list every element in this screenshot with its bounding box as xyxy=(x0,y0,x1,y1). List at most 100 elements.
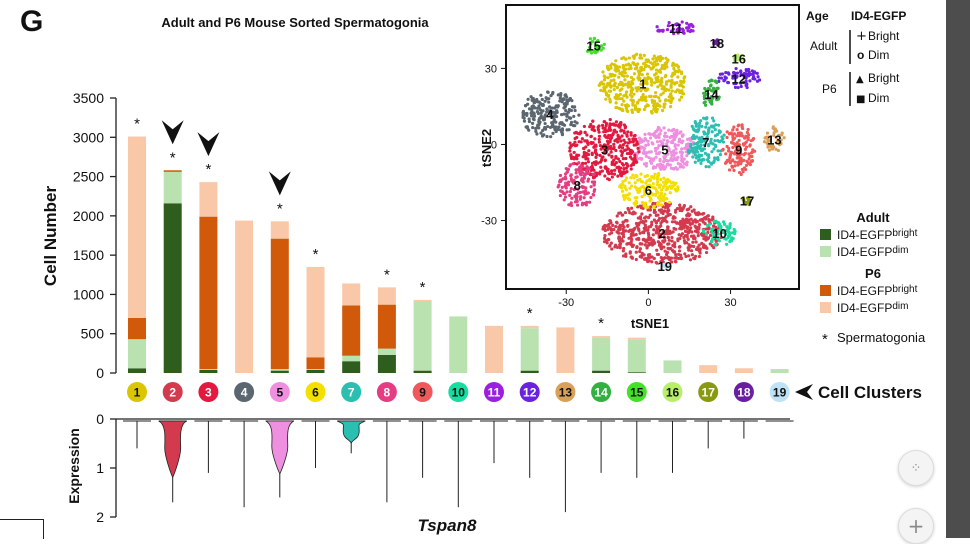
tsne-point xyxy=(585,168,589,172)
tsne-point xyxy=(672,132,676,136)
tsne-point xyxy=(669,104,673,109)
tsne-point xyxy=(704,125,708,129)
tsne-point xyxy=(650,220,654,224)
tsne-point xyxy=(697,124,701,128)
tsne-point xyxy=(598,160,603,164)
tsne-point xyxy=(694,150,698,154)
tsne-point xyxy=(565,118,569,122)
tsne-point xyxy=(687,26,691,30)
tsne-point xyxy=(587,45,592,50)
tsne-point xyxy=(698,138,702,142)
tsne-point xyxy=(665,65,669,69)
tsne-point xyxy=(711,215,715,219)
tsne-point xyxy=(531,104,535,108)
tsne-point xyxy=(642,203,646,207)
tsne-point xyxy=(605,241,609,245)
bar-chart-title: Adult and P6 Mouse Sorted Spermatogonia xyxy=(161,15,429,30)
tsne-point xyxy=(751,77,755,81)
tsne-point xyxy=(644,181,648,185)
tsne-point xyxy=(587,149,591,153)
tsne-point xyxy=(731,158,735,162)
tsne-point xyxy=(621,143,626,147)
tsne-point xyxy=(618,97,622,101)
tsne-point xyxy=(629,232,633,237)
tsne-point xyxy=(656,218,661,223)
tsne-point xyxy=(663,216,667,220)
tsne-point xyxy=(569,120,574,124)
tsne-point xyxy=(700,241,704,245)
tsne-point xyxy=(572,181,576,185)
collapse-view-button[interactable]: ⁘ xyxy=(898,450,934,486)
tsne-y-axis-label: tSNE2 xyxy=(479,129,494,167)
bar-segment xyxy=(377,287,396,305)
tsne-point xyxy=(608,72,612,76)
tsne-point xyxy=(606,167,610,171)
tsne-point xyxy=(663,249,667,253)
tsne-point xyxy=(645,174,649,178)
tsne-point xyxy=(610,172,614,176)
tsne-point xyxy=(627,208,631,212)
tsne-point xyxy=(622,167,626,171)
tsne-point xyxy=(614,148,618,153)
tsne-point xyxy=(633,203,638,207)
tsne-point xyxy=(665,220,669,224)
tsne-cluster-cloud xyxy=(661,262,669,269)
tsne-point xyxy=(618,223,622,227)
tsne-point xyxy=(730,151,734,155)
tsne-point xyxy=(667,147,671,151)
tsne-point xyxy=(654,130,658,134)
tsne-point xyxy=(706,236,711,240)
tsne-point xyxy=(613,245,617,249)
tsne-point xyxy=(680,91,684,95)
tsne-point xyxy=(732,125,736,129)
tsne-point xyxy=(627,192,631,196)
tsne-point xyxy=(622,123,627,127)
cluster-circle xyxy=(626,382,647,402)
tsne-point xyxy=(655,177,660,181)
tsne-point xyxy=(711,86,716,90)
tsne-point xyxy=(596,161,600,165)
bar-chart-axes: 0 500 1000 1500 2000 2500 3000 3500 xyxy=(73,90,117,381)
cluster-circle xyxy=(733,382,754,402)
tsne-point xyxy=(654,231,658,235)
tsne-point xyxy=(575,175,579,179)
tsne-point xyxy=(573,136,577,141)
tsne-point xyxy=(585,191,589,195)
tsne-point xyxy=(623,184,627,188)
tsne-point xyxy=(679,79,683,83)
tsne-point xyxy=(648,224,653,229)
tsne-point xyxy=(712,119,716,123)
tsne-point xyxy=(721,220,726,224)
tsne-point xyxy=(739,156,743,160)
tsne-point xyxy=(704,217,708,221)
tsne-cluster-label: 17 xyxy=(740,193,754,208)
bar-segment xyxy=(377,304,396,349)
tsne-point xyxy=(670,153,674,157)
tsne-point xyxy=(750,154,754,159)
tsne-point xyxy=(573,108,577,113)
tsne-point xyxy=(601,70,605,74)
tsne-point xyxy=(595,153,599,157)
tsne-point xyxy=(598,153,602,157)
tsne-point xyxy=(629,131,633,135)
tsne-point xyxy=(669,158,673,162)
tsne-point xyxy=(570,196,574,200)
tsne-point xyxy=(608,123,612,127)
zoom-in-button[interactable]: + xyxy=(898,508,934,544)
right-scroll-rail[interactable] xyxy=(946,0,970,538)
tsne-point xyxy=(625,162,629,166)
tsne-cluster-cloud xyxy=(717,66,762,90)
tsne-point xyxy=(614,156,618,160)
tsne-point xyxy=(620,237,624,241)
tsne-point xyxy=(642,53,646,57)
tsne-point xyxy=(601,227,605,231)
tsne-point xyxy=(665,185,669,189)
tsne-point xyxy=(654,155,658,159)
tsne-point xyxy=(675,221,679,225)
tsne-point xyxy=(575,168,580,172)
tsne-point xyxy=(744,75,748,80)
tsne-point xyxy=(749,151,754,155)
tsne-point xyxy=(649,205,653,209)
bar-legend-adult-bright-text: ID4-EGFP xyxy=(837,228,892,242)
tsne-point xyxy=(693,211,698,215)
